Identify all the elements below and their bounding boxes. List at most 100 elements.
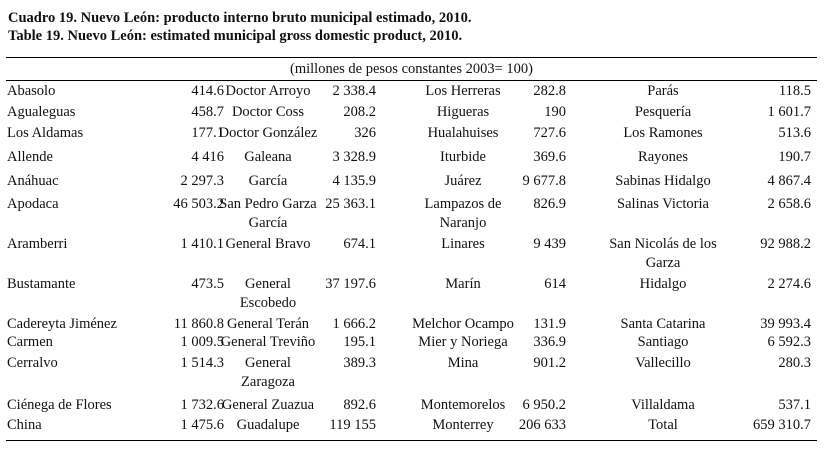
municipality-name: Los Herreras bbox=[398, 82, 528, 101]
gdp-value: 2 274.6 bbox=[767, 276, 812, 292]
municipality-name: Doctor Coss bbox=[208, 103, 328, 122]
municipality-name-line: Rayones bbox=[638, 149, 688, 165]
gdp-value: 9 677.8 bbox=[522, 173, 567, 189]
gdp-value: 2 297.3 bbox=[180, 173, 225, 189]
gdp-value: 4 867.4 bbox=[767, 173, 812, 189]
municipality-name: General Terán bbox=[208, 315, 328, 334]
municipality-name-line: Bustamante bbox=[7, 276, 76, 292]
municipality-name-line: Apodaca bbox=[7, 196, 59, 212]
municipality-name-line: Los Herreras bbox=[425, 83, 501, 99]
table-row: Los Aldamas 177.1 Doctor González 326 Hualah… bbox=[6, 124, 817, 148]
municipality-name-line: Hualahuises bbox=[427, 125, 499, 141]
gdp-value: 6 592.3 bbox=[767, 334, 812, 350]
gdp-value: 118.5 bbox=[778, 83, 811, 99]
gdp-value: 92 988.2 bbox=[760, 236, 811, 252]
municipality-name: Iturbide bbox=[398, 148, 528, 167]
municipality-name: Juárez bbox=[398, 172, 528, 191]
municipality-name: Doctor González bbox=[208, 124, 328, 143]
municipality-name: General Zuazua bbox=[208, 396, 328, 415]
municipality-name-line: Pesquería bbox=[634, 104, 692, 120]
municipality-name-line: Linares bbox=[441, 236, 485, 252]
municipality-name: General Treviño bbox=[208, 333, 328, 352]
municipality-name: General Zaragoza bbox=[208, 354, 328, 392]
municipality-name: Sabinas Hidalgo bbox=[594, 172, 732, 191]
municipality-name-line: Juárez bbox=[444, 173, 482, 189]
municipality-name: Vallecillo bbox=[594, 354, 732, 373]
municipality-name: Mier y Noriega bbox=[398, 333, 528, 352]
municipality-name-line: Parás bbox=[647, 83, 679, 99]
municipality-name-line: Aramberri bbox=[7, 236, 68, 252]
municipality-name: Parás bbox=[594, 82, 732, 101]
gdp-value: 537.1 bbox=[778, 397, 811, 413]
municipality-name: General Escobedo bbox=[208, 275, 328, 313]
municipality-name: Total bbox=[594, 416, 732, 435]
municipality-name-line: Salinas Victoria bbox=[617, 196, 709, 212]
municipality-name: Marín bbox=[398, 275, 528, 294]
municipality-name: Santiago bbox=[594, 333, 732, 352]
gdp-value: 369.6 bbox=[533, 149, 566, 165]
gdp-value: 282.8 bbox=[533, 83, 566, 99]
municipality-name: Pesquería bbox=[594, 103, 732, 122]
municipality-name-line: Doctor González bbox=[218, 125, 318, 141]
top-rule bbox=[6, 57, 817, 58]
municipality-name: Aramberri bbox=[7, 235, 147, 254]
gdp-value: 614 bbox=[544, 276, 566, 292]
municipality-name: General Bravo bbox=[208, 235, 328, 254]
municipality-name: García bbox=[208, 172, 328, 191]
table-row: Aramberri 1 410.1 General Bravo 674.1 Linare… bbox=[6, 235, 817, 275]
table-row: Ciénega de Flores 1 732.6 General Zuazua 89… bbox=[6, 396, 817, 416]
municipality-name: Higueras bbox=[398, 103, 528, 122]
gdp-value: 190.7 bbox=[778, 149, 811, 165]
municipality-name-line: Montemorelos bbox=[420, 397, 506, 413]
gdp-value: 119 155 bbox=[329, 417, 376, 433]
municipality-name-line: Agualeguas bbox=[7, 104, 76, 120]
municipality-name-line: Mina bbox=[447, 355, 479, 371]
gdp-value: 4 135.9 bbox=[332, 173, 377, 189]
municipality-name: Galeana bbox=[208, 148, 328, 167]
municipality-name-line: Doctor Arroyo bbox=[225, 83, 311, 99]
municipality-name: Carmen bbox=[7, 333, 147, 352]
gdp-value: 326 bbox=[354, 125, 376, 141]
gdp-value: 513.6 bbox=[778, 125, 811, 141]
municipality-name-line: Allende bbox=[7, 149, 53, 165]
table-row: Bustamante 473.5 General Escobedo 37 197.6 Ma… bbox=[6, 275, 817, 315]
municipality-name-line: Garza bbox=[645, 255, 681, 271]
bottom-rule bbox=[6, 440, 817, 441]
municipality-name-line: Galeana bbox=[244, 149, 292, 165]
gdp-value: 195.1 bbox=[343, 334, 376, 350]
table-row: Apodaca 46 503.2 San Pedro Garza García 25 3… bbox=[6, 195, 817, 235]
gdp-value: 190 bbox=[544, 104, 566, 120]
municipality-name-line: Santiago bbox=[637, 334, 689, 350]
gdp-value: 3 328.9 bbox=[332, 149, 377, 165]
municipality-name: Doctor Arroyo bbox=[208, 82, 328, 101]
municipality-name-line: Cadereyta Jiménez bbox=[7, 316, 117, 332]
gdp-value: 6 950.2 bbox=[522, 397, 567, 413]
gdp-value: 1 410.1 bbox=[180, 236, 225, 252]
gdp-value: 280.3 bbox=[778, 355, 811, 371]
municipality-name-line: Hidalgo bbox=[639, 276, 687, 292]
municipality-name-line: Anáhuac bbox=[7, 173, 59, 189]
gdp-value: 1 514.3 bbox=[180, 355, 225, 371]
title-english: Table 19. Nuevo León: estimated municipa… bbox=[8, 28, 463, 44]
gdp-value: 208.2 bbox=[343, 104, 376, 120]
table-row: Agualeguas 458.7 Doctor Coss 208.2 Higueras 1… bbox=[6, 103, 817, 124]
municipality-name-line: Cerralvo bbox=[7, 355, 58, 371]
gdp-value: 11 860.8 bbox=[173, 316, 224, 332]
municipality-name: Montemorelos bbox=[398, 396, 528, 415]
municipality-name-line: General bbox=[245, 276, 291, 292]
municipality-name-line: China bbox=[7, 417, 42, 433]
municipality-name-line: San Pedro Garza bbox=[219, 196, 317, 212]
municipality-name-line: General Bravo bbox=[225, 236, 311, 252]
municipality-name: San Nicolás de los Garza bbox=[594, 235, 732, 273]
table-row: Cerralvo 1 514.3 General Zaragoza 389.3 Mina 9… bbox=[6, 354, 817, 396]
municipality-name: Salinas Victoria bbox=[594, 195, 732, 214]
gdp-value: 892.6 bbox=[343, 397, 376, 413]
gdp-value: 727.6 bbox=[533, 125, 566, 141]
municipality-name-line: General Zuazua bbox=[221, 397, 315, 413]
gdp-value: 2 658.6 bbox=[767, 196, 812, 212]
gdp-value: 37 197.6 bbox=[325, 276, 376, 292]
gdp-value: 414.6 bbox=[191, 83, 224, 99]
municipality-name: Cerralvo bbox=[7, 354, 147, 373]
gdp-value: 674.1 bbox=[343, 236, 376, 252]
municipality-name: Anáhuac bbox=[7, 172, 147, 191]
